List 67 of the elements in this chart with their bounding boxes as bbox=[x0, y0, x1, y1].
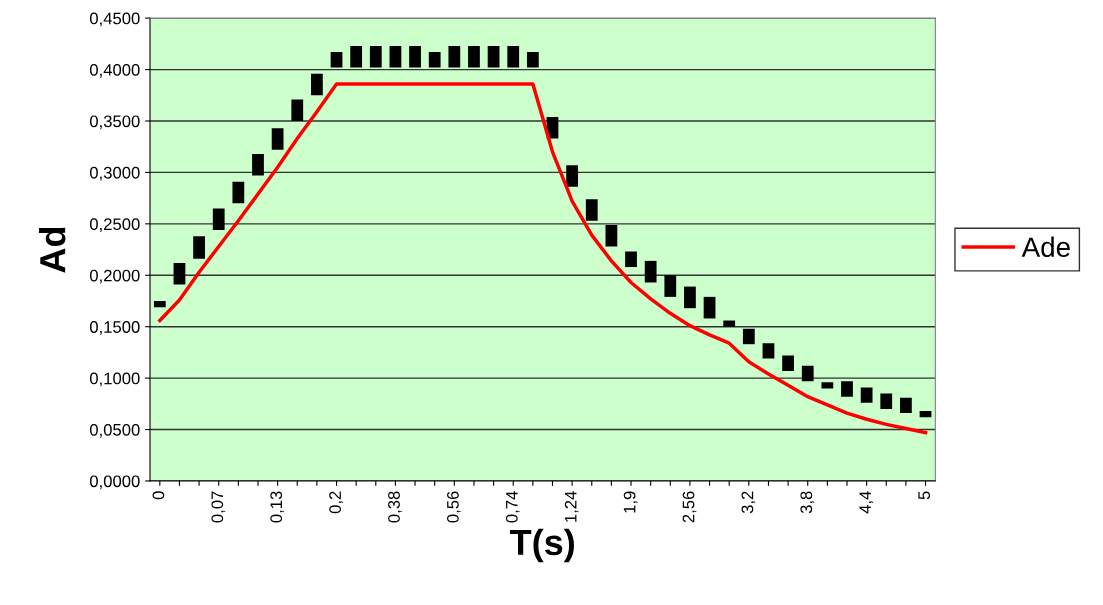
x-tick-label: 0,56 bbox=[447, 491, 461, 523]
bar bbox=[919, 411, 932, 418]
bar bbox=[880, 393, 893, 409]
bar bbox=[566, 165, 579, 187]
y-tick-label: 0,2500 bbox=[89, 218, 140, 233]
bar bbox=[605, 224, 618, 247]
bar bbox=[173, 262, 186, 285]
bar bbox=[232, 181, 245, 204]
bar bbox=[625, 251, 637, 268]
bar bbox=[723, 320, 736, 327]
bar bbox=[801, 365, 814, 382]
bar bbox=[742, 328, 755, 345]
bar bbox=[350, 45, 363, 68]
bar bbox=[860, 387, 873, 403]
bar bbox=[468, 45, 480, 68]
bar bbox=[841, 381, 853, 397]
bar bbox=[487, 45, 500, 68]
y-tick-label: 0,0000 bbox=[89, 475, 140, 490]
x-axis-title: T(s) bbox=[509, 528, 574, 563]
y-tick-label: 0,4500 bbox=[89, 12, 140, 27]
bar bbox=[762, 343, 775, 359]
bar bbox=[507, 45, 520, 68]
y-tick-label: 0,2000 bbox=[89, 269, 140, 284]
bar bbox=[585, 199, 598, 221]
bar bbox=[526, 52, 539, 68]
bar bbox=[428, 52, 441, 68]
y-tick-label: 0,4000 bbox=[89, 63, 140, 78]
y-axis-title: Ad bbox=[38, 227, 66, 273]
bar bbox=[271, 128, 284, 150]
bar bbox=[330, 52, 343, 68]
legend-label: Ade bbox=[1021, 236, 1070, 258]
bar bbox=[153, 300, 166, 308]
bar bbox=[782, 355, 794, 371]
bar bbox=[821, 382, 834, 389]
y-tick-label: 0,3500 bbox=[89, 115, 140, 130]
bar bbox=[448, 45, 461, 68]
bar bbox=[703, 296, 716, 319]
x-tick-label: 0,74 bbox=[505, 491, 520, 523]
x-tick-label: 0,2 bbox=[329, 491, 343, 514]
x-tick-label: 1,9 bbox=[623, 491, 638, 513]
y-tick-label: 0,3000 bbox=[89, 166, 140, 181]
line-series bbox=[158, 82, 928, 435]
bar bbox=[311, 73, 323, 96]
y-tick-label: 0,1000 bbox=[89, 372, 140, 387]
x-tick-label: 0,07 bbox=[211, 491, 226, 523]
bar bbox=[644, 260, 657, 283]
y-tick-label: 0,1500 bbox=[89, 321, 140, 335]
x-tick-label: 0 bbox=[152, 491, 165, 500]
bar bbox=[684, 286, 696, 309]
x-tick-label: 2,56 bbox=[682, 491, 697, 523]
x-tick-label: 1,24 bbox=[564, 491, 579, 522]
x-tick-label: 0,13 bbox=[270, 491, 285, 523]
bar bbox=[409, 45, 421, 68]
x-tick-label: 5 bbox=[918, 491, 930, 500]
bar bbox=[291, 99, 304, 121]
bar bbox=[193, 236, 205, 259]
bar bbox=[252, 153, 264, 176]
y-tick-label: 0,0500 bbox=[89, 423, 140, 438]
bar bbox=[900, 397, 912, 414]
x-tick-label: 4,4 bbox=[859, 491, 874, 514]
x-tick-label: 3,2 bbox=[741, 491, 756, 514]
bar bbox=[664, 275, 677, 297]
bar bbox=[212, 208, 225, 231]
bar bbox=[369, 45, 382, 68]
x-tick-label: 3,8 bbox=[800, 491, 815, 514]
bar bbox=[389, 45, 402, 68]
x-tick-label: 0,38 bbox=[388, 491, 402, 523]
